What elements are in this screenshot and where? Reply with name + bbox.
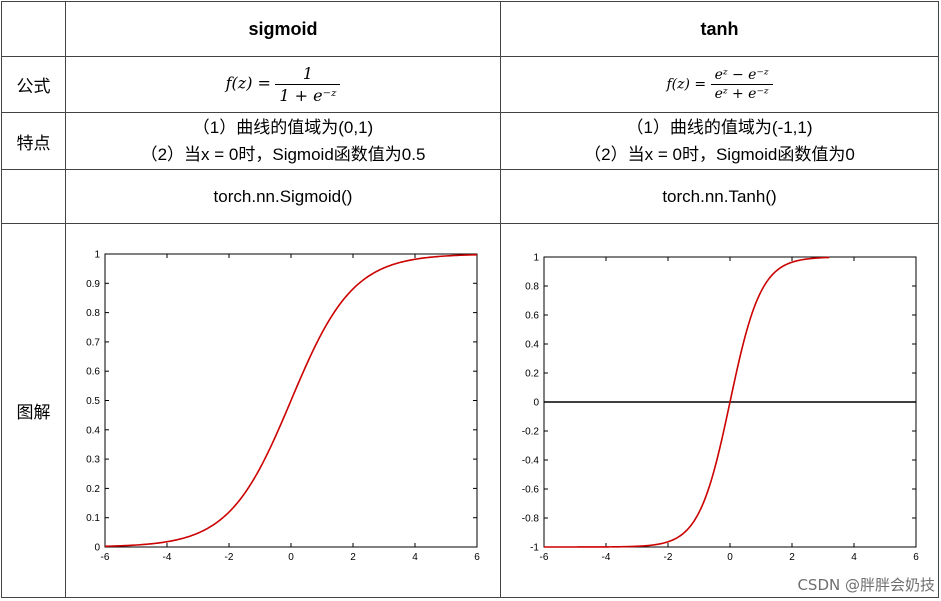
sigmoid-formula: f(z) = 1 1 + e⁻ᶻ bbox=[65, 56, 501, 114]
sigmoid-ytick-label: 0.7 bbox=[86, 338, 100, 349]
tanh-ytick-label: -1 bbox=[530, 543, 539, 554]
sigmoid-xtick-label: -4 bbox=[163, 552, 172, 563]
sigmoid-formula-lhs: f(z) = bbox=[225, 73, 271, 93]
sigmoid-xtick-label: -6 bbox=[101, 552, 110, 563]
tanh-ytick-label: 0.8 bbox=[525, 282, 539, 293]
tanh-ytick-label: 0 bbox=[533, 398, 539, 409]
sigmoid-ytick-label: 0.2 bbox=[86, 484, 100, 495]
sigmoid-xtick-label: 6 bbox=[474, 552, 480, 563]
tanh-features: （1）曲线的值域为(-1,1) （2）当x = 0时，Sigmoid函数值为0 bbox=[500, 112, 939, 171]
sigmoid-feature-1: （1）曲线的值域为(0,1) bbox=[192, 118, 374, 138]
tanh-xtick-label: 4 bbox=[851, 552, 857, 563]
feature-label: 特点 bbox=[1, 112, 66, 171]
sigmoid-xtick-label: 0 bbox=[288, 552, 294, 563]
code-label-cell bbox=[1, 169, 66, 225]
header-sigmoid: sigmoid bbox=[65, 0, 501, 58]
header-row: sigmoid tanh bbox=[1, 0, 939, 58]
sigmoid-code: torch.nn.Sigmoid() bbox=[65, 169, 501, 225]
tanh-formula: f(z) = eᶻ − e⁻ᶻ eᶻ + e⁻ᶻ bbox=[500, 56, 939, 114]
tanh-feature-1: （1）曲线的值域为(-1,1) bbox=[626, 118, 813, 138]
sigmoid-ytick-label: 0.4 bbox=[86, 425, 100, 436]
tanh-ytick-label: -0.2 bbox=[521, 427, 539, 438]
sigmoid-ytick-label: 1 bbox=[94, 250, 100, 261]
tanh-xtick-label: -6 bbox=[539, 552, 548, 563]
formula-label: 公式 bbox=[1, 56, 66, 114]
tanh-plot-cell: -6 -4 -2 0 2 4 6 -1 -0.8 -0.6 -0.4 -0.2 0 0.2 0.4 0.6 0.… bbox=[500, 223, 939, 598]
tanh-ytick-label: 0.6 bbox=[525, 311, 539, 322]
tanh-xtick-label: -2 bbox=[663, 552, 672, 563]
tanh-ytick-label: 1 bbox=[533, 253, 539, 264]
tanh-xtick-label: -4 bbox=[601, 552, 610, 563]
tanh-code: torch.nn.Tanh() bbox=[500, 169, 939, 225]
sigmoid-xtick-label: 4 bbox=[412, 552, 418, 563]
formula-row: 公式 f(z) = 1 1 + e⁻ᶻ f(z) = eᶻ − e⁻ᶻ eᶻ +… bbox=[1, 56, 939, 114]
tanh-ytick-label: -0.4 bbox=[521, 456, 539, 467]
tanh-xtick-label: 2 bbox=[789, 552, 795, 563]
sigmoid-xtick-label: 2 bbox=[350, 552, 356, 563]
tanh-xtick-label: 6 bbox=[913, 552, 919, 563]
sigmoid-ytick-label: 0.9 bbox=[86, 279, 100, 290]
sigmoid-chart: -6 -4 -2 0 2 4 6 0 0.1 0.2 0.3 0.4 0.5 0.6 0.7 0.8 0.9 1 bbox=[86, 250, 480, 564]
sigmoid-ytick-label: 0.5 bbox=[86, 396, 100, 407]
tanh-ytick-label: -0.8 bbox=[521, 514, 539, 525]
feature-row: 特点 （1）曲线的值域为(0,1) （2）当x = 0时，Sigmoid函数值为… bbox=[1, 112, 939, 171]
tanh-chart: -6 -4 -2 0 2 4 6 -1 -0.8 -0.6 -0.4 -0.2 0 0.2 0.4 0.6 0.… bbox=[521, 253, 919, 564]
sigmoid-curve bbox=[104, 254, 478, 548]
tanh-formula-numerator: eᶻ − e⁻ᶻ bbox=[710, 67, 773, 86]
header-tanh: tanh bbox=[500, 0, 939, 58]
corner-cell bbox=[1, 0, 66, 58]
tanh-formula-lhs: f(z) = bbox=[666, 76, 707, 93]
sigmoid-formula-denominator: 1 + e⁻ᶻ bbox=[279, 86, 337, 106]
sigmoid-ytick-label: 0.6 bbox=[86, 367, 100, 378]
sigmoid-features: （1）曲线的值域为(0,1) （2）当x = 0时，Sigmoid函数值为0.5 bbox=[65, 112, 501, 171]
tanh-xtick-label: 0 bbox=[727, 552, 733, 563]
tanh-formula-denominator: eᶻ + e⁻ᶻ bbox=[714, 86, 769, 103]
sigmoid-ytick-label: 0.3 bbox=[86, 455, 100, 466]
code-row: torch.nn.Sigmoid() torch.nn.Tanh() bbox=[1, 169, 939, 225]
tanh-formula-fraction: eᶻ − e⁻ᶻ eᶻ + e⁻ᶻ bbox=[710, 67, 773, 103]
tanh-feature-2: （2）当x = 0时，Sigmoid函数值为0 bbox=[584, 145, 855, 165]
sigmoid-xtick-label: -2 bbox=[225, 552, 234, 563]
sigmoid-formula-fraction: 1 1 + e⁻ᶻ bbox=[275, 64, 341, 106]
sigmoid-plot-cell: -6 -4 -2 0 2 4 6 0 0.1 0.2 0.3 0.4 0.5 0.6 0.7 0.8 0.9 1 bbox=[65, 223, 501, 598]
tanh-ytick-label: -0.6 bbox=[521, 485, 539, 496]
sigmoid-formula-numerator: 1 bbox=[275, 64, 341, 86]
sigmoid-ytick-label: 0.1 bbox=[86, 513, 100, 524]
plot-row: 图解 -6 -4 -2 0 2 4 6 0 0.1 0.2 0.3 0.4 0.5 0.6 0.7 0.8 0.… bbox=[1, 223, 939, 598]
watermark: CSDN @胖胖会奶技 bbox=[797, 576, 935, 594]
sigmoid-ytick-label: 0.8 bbox=[86, 308, 100, 319]
sigmoid-ytick-label: 0 bbox=[94, 543, 100, 554]
tanh-ytick-label: 0.4 bbox=[525, 340, 539, 351]
tanh-curve bbox=[543, 256, 829, 548]
sigmoid-feature-2: （2）当x = 0时，Sigmoid函数值为0.5 bbox=[140, 145, 426, 165]
plot-label: 图解 bbox=[1, 223, 66, 598]
tanh-ytick-label: 0.2 bbox=[525, 369, 539, 380]
